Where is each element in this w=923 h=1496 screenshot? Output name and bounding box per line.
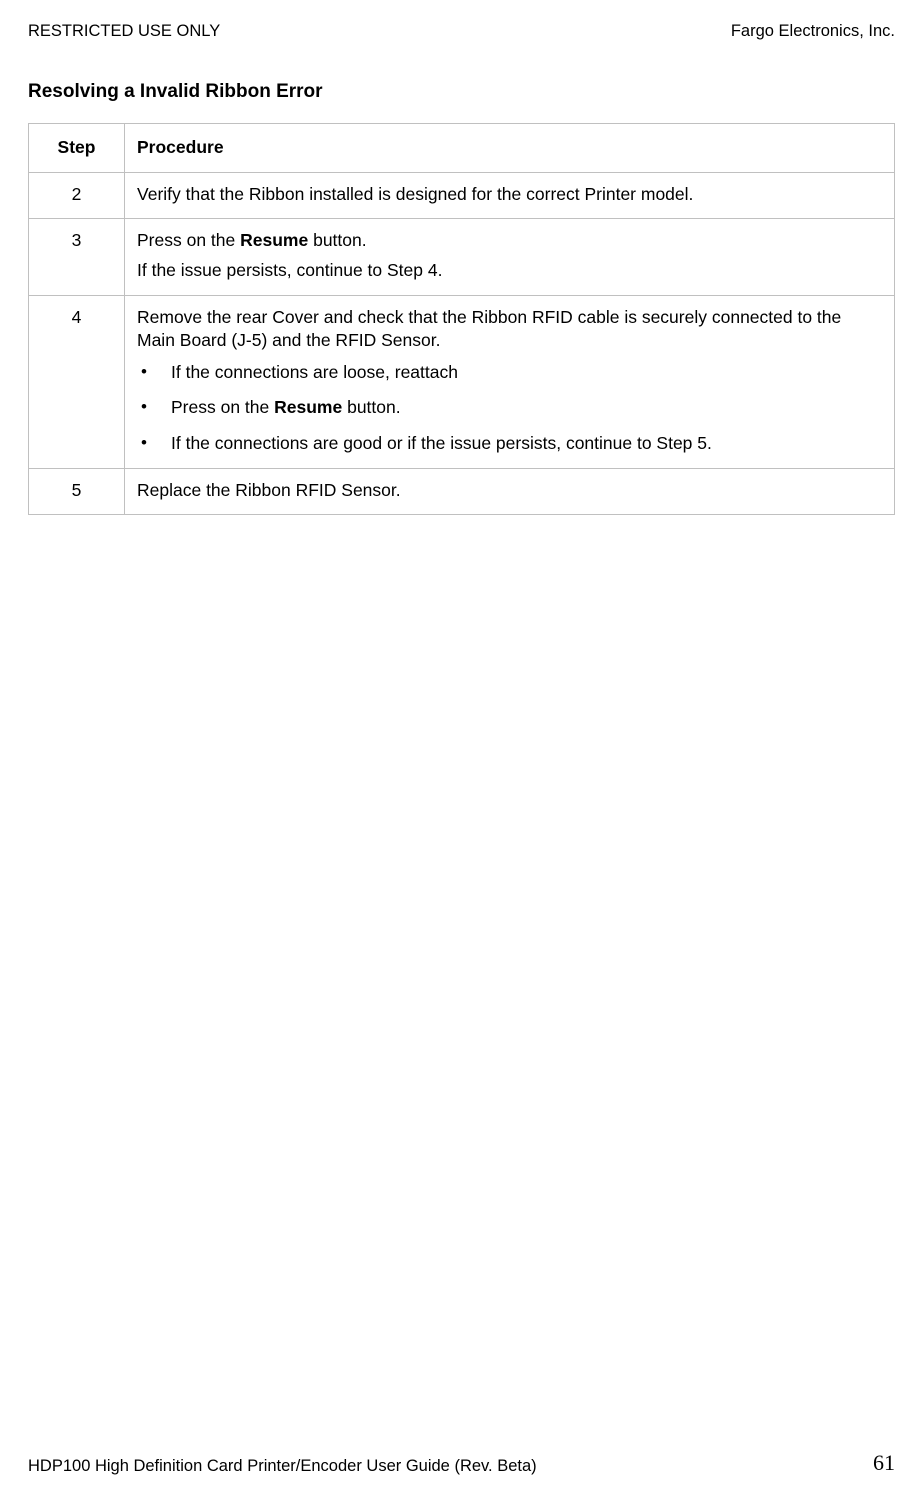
col-header-step: Step bbox=[29, 124, 125, 173]
procedure-cell: Press on the Resume button. If the issue … bbox=[125, 219, 895, 295]
page-number: 61 bbox=[873, 1450, 895, 1476]
step-cell: 2 bbox=[29, 172, 125, 219]
procedure-paragraph: Verify that the Ribbon installed is desi… bbox=[137, 183, 882, 207]
col-header-procedure: Procedure bbox=[125, 124, 895, 173]
table-row: 2 Verify that the Ribbon installed is des… bbox=[29, 172, 895, 219]
bullet-item: Press on the Resume button. bbox=[137, 396, 882, 420]
bullet-item: If the connections are good or if the is… bbox=[137, 432, 882, 456]
header-right: Fargo Electronics, Inc. bbox=[731, 22, 895, 41]
page-header: RESTRICTED USE ONLY Fargo Electronics, I… bbox=[28, 22, 895, 41]
step-cell: 5 bbox=[29, 468, 125, 515]
page-footer: HDP100 High Definition Card Printer/Enco… bbox=[28, 1450, 895, 1476]
table-row: 3 Press on the Resume button. If the issue… bbox=[29, 219, 895, 295]
bullet-item: If the connections are loose, reattach bbox=[137, 361, 882, 385]
table-header-row: Step Procedure bbox=[29, 124, 895, 173]
procedure-cell: Remove the rear Cover and check that the… bbox=[125, 295, 895, 468]
step-cell: 4 bbox=[29, 295, 125, 468]
header-left: RESTRICTED USE ONLY bbox=[28, 22, 220, 41]
footer-text: HDP100 High Definition Card Printer/Enco… bbox=[28, 1457, 537, 1476]
section-title: Resolving a Invalid Ribbon Error bbox=[28, 81, 895, 103]
procedure-paragraph: If the issue persists, continue to Step … bbox=[137, 259, 882, 283]
procedure-paragraph: Remove the rear Cover and check that the… bbox=[137, 306, 882, 353]
bullet-list: If the connections are loose, reattach Pr… bbox=[137, 361, 882, 456]
procedure-cell: Replace the Ribbon RFID Sensor. bbox=[125, 468, 895, 515]
table-row: 5 Replace the Ribbon RFID Sensor. bbox=[29, 468, 895, 515]
table-row: 4 Remove the rear Cover and check that th… bbox=[29, 295, 895, 468]
procedure-paragraph: Replace the Ribbon RFID Sensor. bbox=[137, 479, 882, 503]
procedure-table: Step Procedure 2 Verify that the Ribbon i… bbox=[28, 123, 895, 515]
procedure-cell: Verify that the Ribbon installed is desi… bbox=[125, 172, 895, 219]
procedure-paragraph: Press on the Resume button. bbox=[137, 229, 882, 253]
step-cell: 3 bbox=[29, 219, 125, 295]
